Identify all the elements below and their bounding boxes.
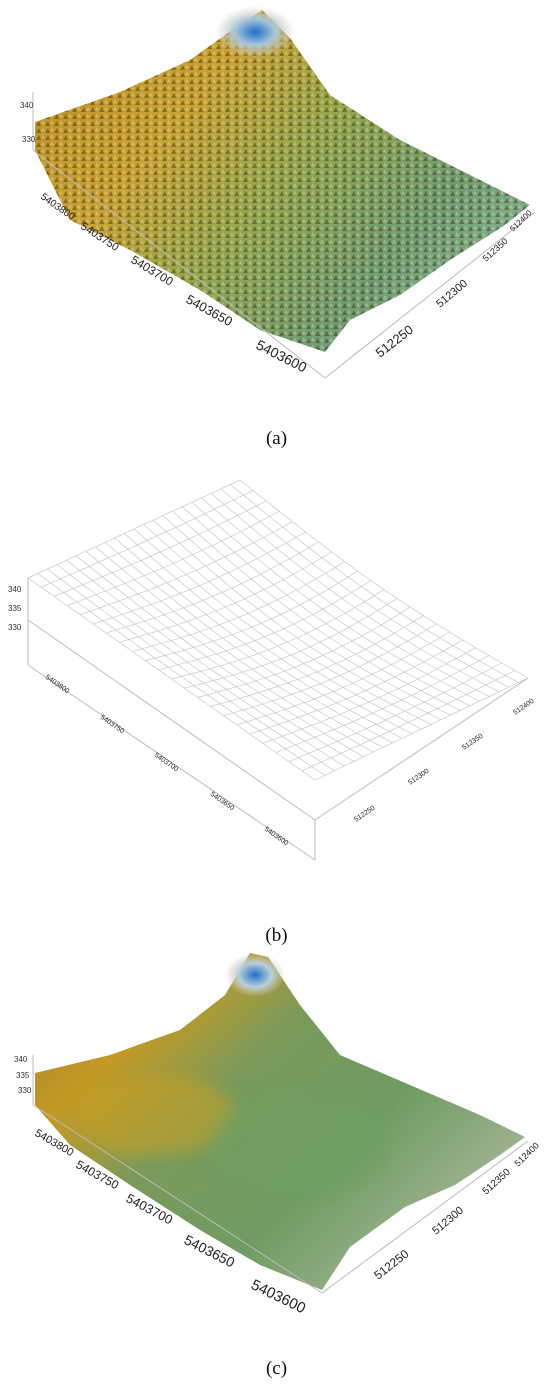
mesh-line <box>53 500 267 597</box>
mesh-line <box>47 568 335 771</box>
mesh-line <box>132 561 345 652</box>
mesh-line <box>114 537 403 739</box>
mesh-line <box>158 580 372 671</box>
mesh-line <box>124 533 412 734</box>
z-tick: 335 <box>8 604 22 613</box>
mesh-line <box>210 493 500 693</box>
z-tick: 330 <box>22 135 36 144</box>
dtm-smoothed-plot: 340 335 330 5403800 5403750 5403700 5403… <box>14 953 541 1317</box>
y-tick: 5403800 <box>44 674 70 695</box>
mesh-line <box>66 559 354 762</box>
mesh-line <box>85 551 374 753</box>
dtm-detailed-plot: 340 330 5403800 5403750 5403700 5403650 … <box>20 6 536 379</box>
wireframe-mesh <box>27 479 529 781</box>
x-tick: 512350 <box>481 1166 513 1197</box>
mesh-line <box>37 573 325 776</box>
panel-c: 340 335 330 5403800 5403750 5403700 5403… <box>0 945 553 1355</box>
z-tick: 335 <box>16 1071 30 1080</box>
x-tick: 512300 <box>434 278 470 311</box>
mesh-line <box>301 670 516 772</box>
x-tick: 512350 <box>461 733 484 752</box>
mesh-line <box>239 479 529 679</box>
x-tick: 512400 <box>512 1140 541 1168</box>
panel-b: 340 335 330 5403800 5403750 5403700 5403… <box>0 460 553 930</box>
z-tick: 330 <box>8 623 22 632</box>
mesh-line <box>40 490 254 588</box>
mesh-line <box>181 506 471 707</box>
x-tick: 512400 <box>512 698 535 717</box>
z-tick: 340 <box>14 1055 28 1064</box>
mesh-line <box>80 521 293 616</box>
mesh-line <box>95 546 383 748</box>
x-tick: 512350 <box>481 236 510 264</box>
mesh-line <box>201 497 490 697</box>
mesh-line <box>230 484 519 683</box>
mesh-line <box>191 502 480 702</box>
mesh-line <box>143 524 432 725</box>
mesh-line <box>104 542 393 744</box>
x-tick: 512300 <box>407 768 430 787</box>
y-tick: 5403700 <box>153 752 179 773</box>
panel-a: 340 330 5403800 5403750 5403700 5403650 … <box>0 0 553 420</box>
mesh-line <box>66 511 280 606</box>
z-tick: 330 <box>18 1086 32 1095</box>
x-tick: 512250 <box>373 322 416 361</box>
mesh-line <box>75 555 364 758</box>
y-tick: 5403750 <box>99 714 125 735</box>
caption-a: (a) <box>265 428 288 449</box>
mesh-line <box>162 515 451 716</box>
z-tick: 340 <box>8 585 22 594</box>
mesh-line <box>133 528 422 730</box>
x-tick: 512250 <box>353 805 376 824</box>
y-tick: 5403600 <box>263 826 289 847</box>
mesh-line <box>56 564 345 767</box>
mesh-line <box>27 577 316 781</box>
dtm-wireframe-plot: 340 335 330 5403800 5403750 5403700 5403… <box>8 479 536 861</box>
caption-c: (c) <box>265 1358 288 1379</box>
z-tick: 340 <box>20 101 34 110</box>
mesh-line <box>153 519 442 721</box>
mesh-line <box>220 488 509 688</box>
mesh-line <box>172 510 461 711</box>
y-tick: 5403650 <box>209 791 235 812</box>
caption-b: (b) <box>265 925 288 946</box>
y-tick: 5403600 <box>248 1276 308 1317</box>
